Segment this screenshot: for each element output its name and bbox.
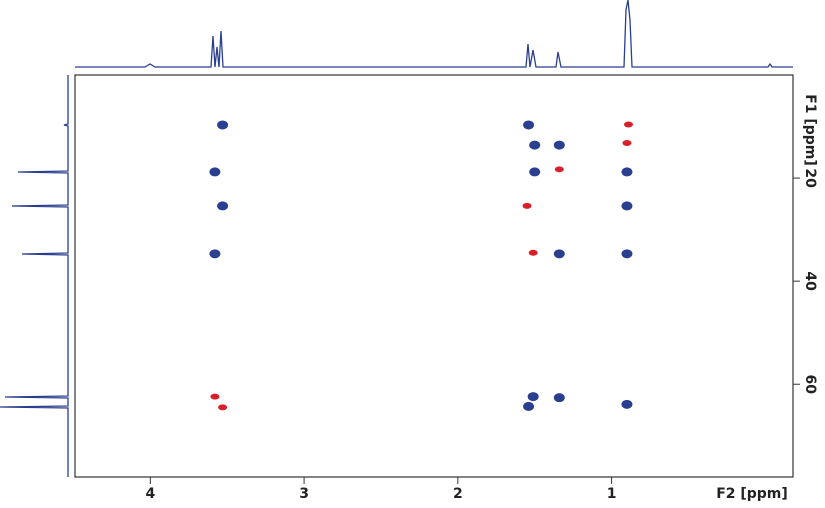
- peak: [529, 167, 541, 177]
- peak: [554, 166, 564, 173]
- peak: [623, 121, 633, 128]
- peak: [218, 404, 228, 411]
- f1-projection: [0, 75, 69, 477]
- x-tick-label: 4: [145, 486, 155, 502]
- peak: [622, 140, 632, 147]
- peak: [553, 393, 565, 403]
- peak: [522, 202, 532, 209]
- peak: [523, 401, 535, 411]
- x-tick-label: 1: [607, 486, 617, 502]
- peak: [621, 167, 633, 177]
- peak: [209, 167, 221, 177]
- peak: [553, 249, 565, 259]
- peak: [209, 249, 221, 259]
- x-tick-label: 3: [299, 486, 309, 502]
- y-tick-label: 20: [802, 168, 818, 188]
- peak: [210, 393, 220, 400]
- peak: [621, 249, 633, 259]
- x-tick-label: 2: [453, 486, 463, 502]
- peak: [217, 120, 229, 130]
- peak: [527, 392, 539, 402]
- peak: [553, 140, 565, 150]
- peak: [217, 201, 229, 211]
- f2-projection: [75, 0, 793, 68]
- peak: [528, 249, 538, 256]
- peak: [621, 201, 633, 211]
- y-axis-label: F1 [ppm]: [802, 94, 818, 166]
- y-tick-label: 60: [802, 374, 818, 394]
- plot-frame: [74, 74, 794, 478]
- peak: [529, 140, 541, 150]
- x-axis-label: F2 [ppm]: [716, 486, 788, 502]
- y-tick-label: 40: [802, 271, 818, 291]
- peak: [523, 120, 535, 130]
- peak: [621, 399, 633, 409]
